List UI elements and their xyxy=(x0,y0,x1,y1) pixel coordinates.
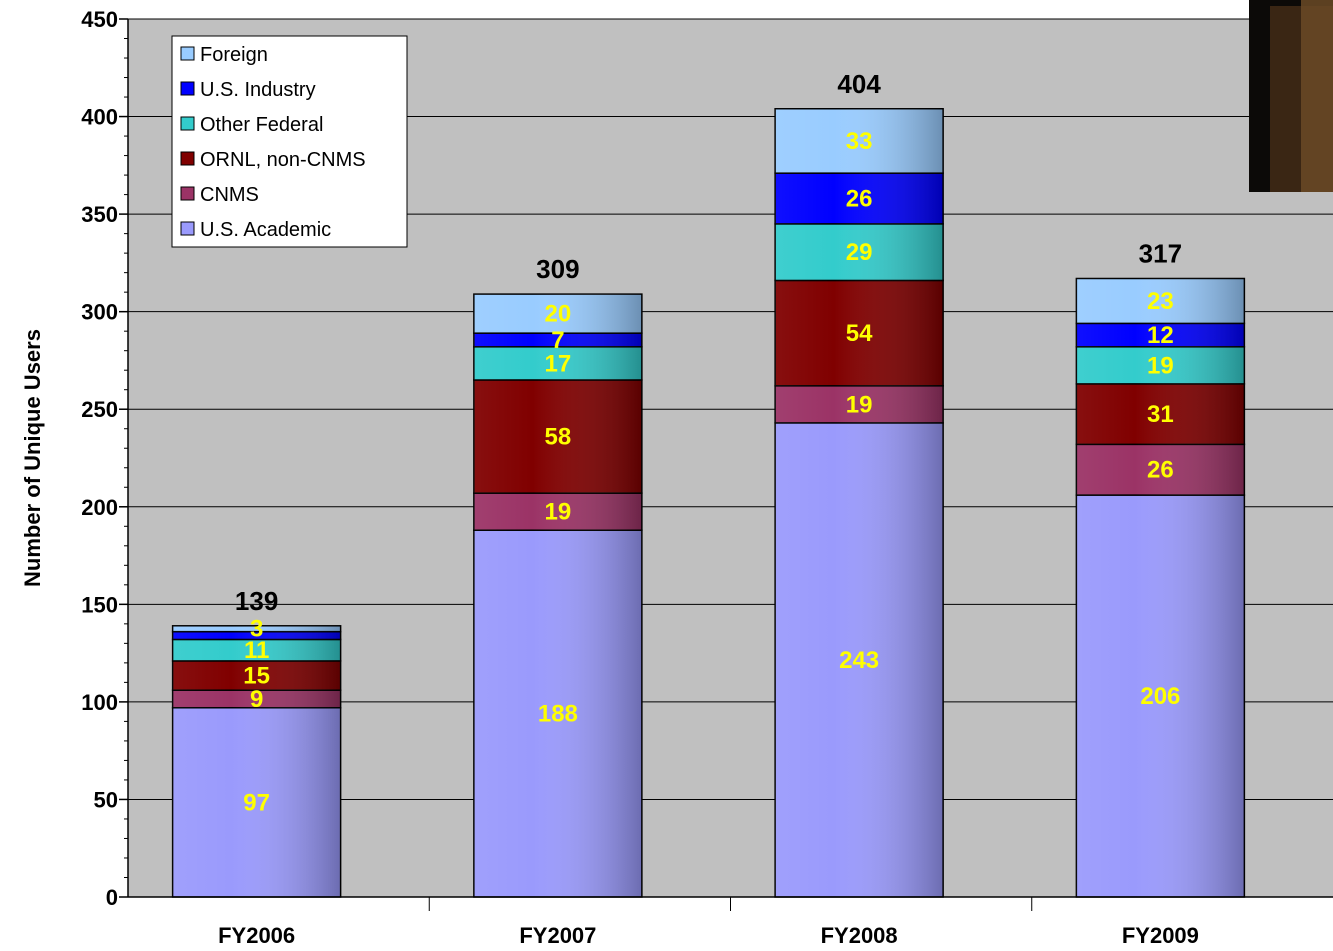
total-label: 404 xyxy=(837,69,881,99)
x-tick-label: FY2008 xyxy=(821,923,898,948)
total-label: 309 xyxy=(536,254,579,284)
bar-segment-shade xyxy=(473,333,642,347)
legend-swatch xyxy=(180,81,195,96)
x-tick-label: FY2009 xyxy=(1122,923,1199,948)
bar-segment-shade xyxy=(775,280,944,386)
legend-swatch xyxy=(180,116,195,131)
data-label: 31 xyxy=(1147,401,1174,428)
data-label: 15 xyxy=(243,663,270,690)
photo-inset-highlight xyxy=(1301,0,1333,192)
legend-swatch xyxy=(180,186,195,201)
legend-swatch xyxy=(180,221,195,236)
data-label: 54 xyxy=(846,320,873,347)
bar-segment-shade xyxy=(775,385,944,423)
y-tick-label: 250 xyxy=(81,397,118,422)
x-tick-label: FY2007 xyxy=(519,923,596,948)
legend-swatch xyxy=(180,46,195,61)
bar-segment-shade xyxy=(1076,444,1245,496)
bar-segment-shade xyxy=(473,493,642,531)
legend-label: Foreign xyxy=(200,44,268,66)
y-tick-label: 350 xyxy=(81,202,118,227)
bar-segment-shade xyxy=(775,422,944,897)
legend-label: Other Federal xyxy=(200,114,323,136)
y-tick-label: 450 xyxy=(81,7,118,32)
bar-segment-shade xyxy=(172,625,341,632)
total-label: 139 xyxy=(235,586,278,616)
bar-segment-shade xyxy=(1076,346,1245,384)
data-label: 23 xyxy=(1147,288,1174,315)
bar-segment-shade xyxy=(1076,323,1245,347)
data-label: 188 xyxy=(538,701,578,728)
bar-segment-shade xyxy=(1076,383,1245,445)
y-tick-label: 400 xyxy=(81,105,118,130)
data-label: 26 xyxy=(846,186,873,213)
x-tick-label: FY2006 xyxy=(218,923,295,948)
data-label: 33 xyxy=(846,128,873,155)
bar-segment-shade xyxy=(172,639,341,661)
data-label: 12 xyxy=(1147,322,1174,349)
data-label: 97 xyxy=(243,789,270,816)
data-label: 7 xyxy=(551,327,564,354)
bar-segment-shade xyxy=(775,223,944,281)
data-label: 20 xyxy=(545,301,572,328)
data-label: 19 xyxy=(545,499,572,526)
data-label: 26 xyxy=(1147,457,1174,484)
bar-segment-shade xyxy=(172,707,341,897)
data-label: 206 xyxy=(1140,683,1180,710)
total-label: 317 xyxy=(1139,238,1182,268)
axes xyxy=(119,18,1333,911)
y-tick-label: 200 xyxy=(81,495,118,520)
y-tick-label: 100 xyxy=(81,690,118,715)
bar-segment-shade xyxy=(775,173,944,224)
legend-swatch xyxy=(180,151,195,166)
bar-segment-shade xyxy=(172,660,341,691)
bar-segment-shade xyxy=(473,346,642,380)
data-label: 243 xyxy=(839,647,879,674)
legend-label: CNMS xyxy=(200,184,259,206)
data-label: 29 xyxy=(846,239,873,266)
data-label: 58 xyxy=(545,424,572,451)
legend-label: U.S. Academic xyxy=(200,219,331,241)
data-label: 11 xyxy=(244,637,269,664)
y-tick-label: 0 xyxy=(106,885,118,910)
data-label: 9 xyxy=(250,686,263,713)
bar-segment-shade xyxy=(473,379,642,494)
bar-segment-shade xyxy=(172,690,341,708)
bars xyxy=(171,108,1246,898)
data-label: 17 xyxy=(545,350,572,377)
bar-segment-shade xyxy=(1076,495,1245,897)
data-label: 3 xyxy=(250,616,263,643)
photo-inset xyxy=(1249,0,1333,192)
bar-segment-shade xyxy=(775,108,944,174)
data-label: 19 xyxy=(846,391,873,418)
y-tick-label: 50 xyxy=(94,787,118,812)
bar-segment-shade xyxy=(172,631,341,640)
bar-segment-shade xyxy=(473,294,642,334)
y-tick-label: 300 xyxy=(81,300,118,325)
data-label: 19 xyxy=(1147,352,1174,379)
bar-segment-shade xyxy=(1076,278,1245,324)
legend-label: U.S. Industry xyxy=(200,79,316,101)
legend-label: ORNL, non-CNMS xyxy=(200,149,366,171)
y-axis-title: Number of Unique Users xyxy=(20,329,45,587)
legend: Foreign U.S. Industry Other Federal ORNL, n… xyxy=(171,35,408,248)
legend-box xyxy=(171,35,408,248)
y-tick-label: 150 xyxy=(81,592,118,617)
bar-segment-shade xyxy=(473,530,642,897)
